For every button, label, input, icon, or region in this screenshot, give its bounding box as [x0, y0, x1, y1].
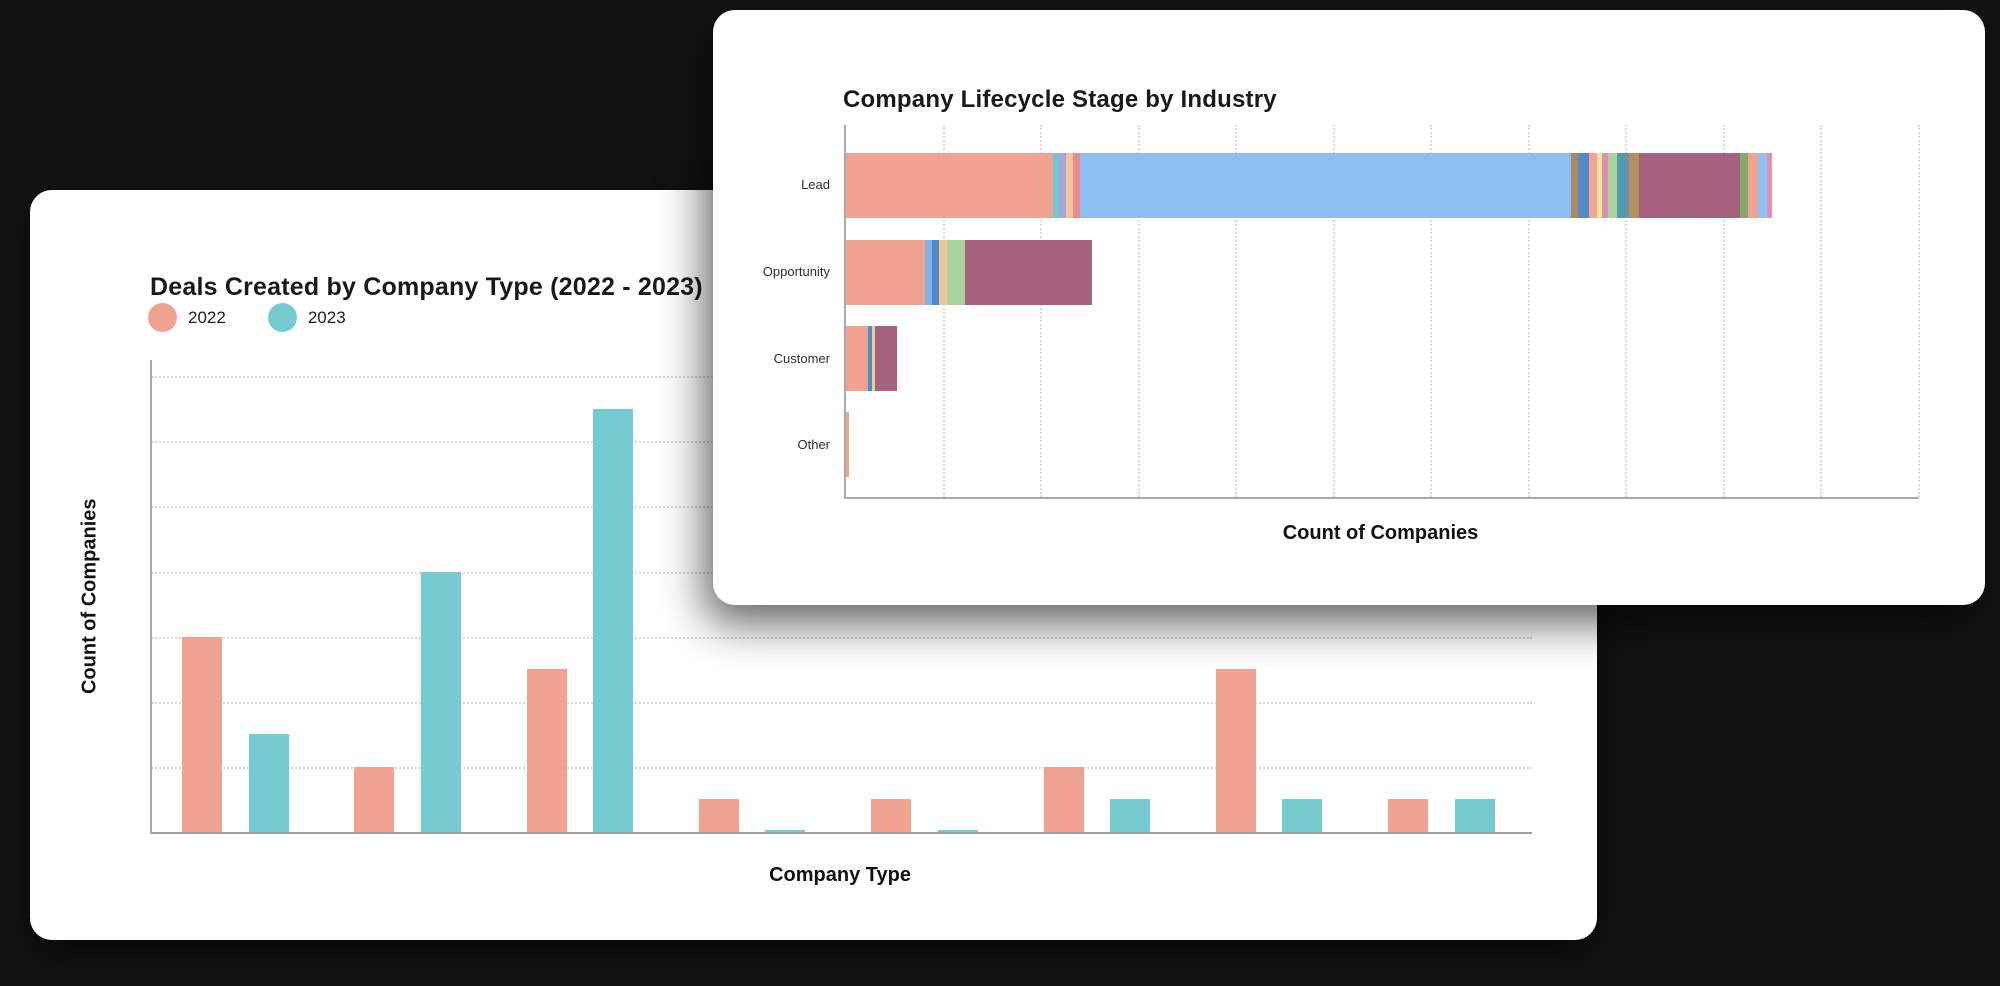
segment-lead-9: [1589, 153, 1598, 218]
legend-item-2022[interactable]: 2022: [148, 303, 226, 332]
segment-lead-14: [1625, 153, 1630, 218]
bar-2023-group6: [1110, 799, 1150, 832]
segment-lead-1: [846, 153, 1053, 218]
segment-lead-4: [1066, 153, 1074, 218]
segment-customer-2: [868, 326, 873, 391]
back-chart-legend: 2022 2023: [148, 303, 346, 332]
gridline: [1918, 125, 1920, 497]
legend-label-2022: 2022: [188, 307, 226, 327]
segment-opportunity-1: [846, 240, 925, 305]
gridline: [152, 701, 1532, 704]
segment-lead-2: [1052, 153, 1059, 218]
legend-swatch-2023-icon: [267, 303, 297, 332]
segment-lead-15: [1629, 153, 1640, 218]
gridline: [1137, 125, 1140, 497]
bar-2023-group3: [593, 408, 634, 832]
category-label-other: Other: [797, 437, 830, 452]
back-chart-title: Deals Created by Company Type (2022 - 20…: [150, 272, 703, 301]
segment-opportunity-3: [931, 240, 939, 305]
segment-opportunity-4: [938, 240, 948, 305]
gridline: [152, 766, 1532, 769]
segment-lead-5: [1073, 153, 1081, 218]
bar-2022-group7: [1215, 669, 1256, 832]
category-label-lead: Lead: [801, 177, 830, 192]
segment-lead-11: [1601, 153, 1608, 218]
gridline: [1820, 125, 1823, 497]
front-chart-plot-area: [844, 125, 1920, 499]
back-chart-y-axis-label: Count of Companies: [78, 498, 101, 694]
segment-opportunity-2: [925, 240, 932, 305]
bar-2022-group8: [1388, 799, 1429, 832]
gridline: [1722, 125, 1725, 497]
bar-2023-group2: [420, 571, 461, 832]
gridline: [152, 636, 1532, 639]
gridline: [1430, 125, 1433, 497]
front-chart-x-axis-label: Count of Companies: [1282, 522, 1479, 544]
segment-customer-4: [875, 326, 897, 391]
segment-customer-3: [872, 326, 876, 391]
back-chart-x-axis-label: Company Type: [769, 864, 911, 886]
bar-2022-group3: [526, 669, 567, 832]
segment-lead-18: [1748, 153, 1759, 218]
segment-lead-3: [1058, 153, 1067, 218]
legend-swatch-2022-icon: [148, 303, 177, 332]
segment-customer-1: [846, 326, 869, 391]
segment-lead-20: [1766, 153, 1772, 218]
gridline: [1332, 125, 1335, 497]
legend-item-2023[interactable]: 2023: [267, 303, 346, 332]
bar-2023-group7: [1282, 799, 1323, 832]
front-chart-title: Company Lifecycle Stage by Industry: [843, 85, 1277, 113]
category-label-opportunity: Opportunity: [762, 264, 830, 279]
bar-2023-group1: [248, 734, 289, 832]
gridline: [1625, 125, 1628, 497]
legend-label-2023: 2023: [307, 307, 346, 327]
gridline: [1040, 125, 1043, 497]
category-label-customer: Customer: [773, 351, 830, 366]
lifecycle-chart-card: Company Lifecycle Stage by Industry Lead…: [713, 10, 1985, 605]
segment-lead-17: [1739, 153, 1749, 218]
bar-2022-group6: [1043, 766, 1084, 832]
segment-lead-19: [1758, 153, 1767, 218]
bar-2023-group8: [1454, 799, 1495, 832]
segment-opportunity-6: [965, 240, 1092, 305]
segment-lead-8: [1577, 153, 1590, 218]
gridline: [1527, 125, 1530, 497]
gridline: [942, 125, 945, 497]
segment-lead-12: [1607, 153, 1617, 218]
bar-2023-group4: [765, 830, 806, 832]
segment-opportunity-5: [947, 240, 965, 305]
bar-2022-group4: [698, 799, 739, 832]
gridline: [1235, 125, 1238, 497]
segment-lead-6: [1080, 153, 1571, 218]
bar-2022-group2: [354, 766, 395, 832]
segment-lead-10: [1597, 153, 1602, 218]
bar-2022-group5: [871, 799, 912, 832]
segment-lead-16: [1639, 153, 1740, 218]
bar-2023-group5: [937, 830, 978, 832]
segment-other-1: [846, 412, 849, 477]
bar-2022-group1: [182, 636, 222, 832]
segment-lead-7: [1570, 153, 1578, 218]
segment-lead-13: [1616, 153, 1626, 218]
